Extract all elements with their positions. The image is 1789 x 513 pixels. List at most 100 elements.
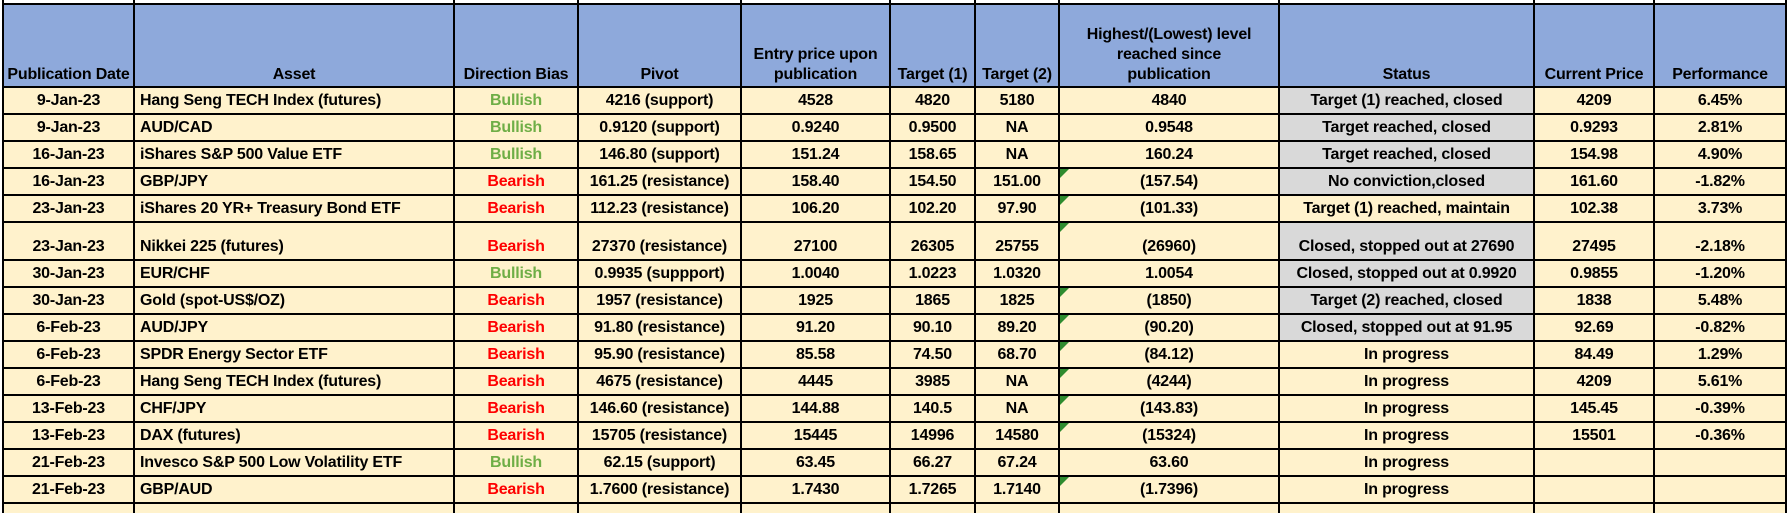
performance-cell[interactable]: 2.81% (1653, 113, 1787, 142)
publication-date-cell[interactable]: 21-Feb-23 (2, 475, 135, 504)
target2-cell[interactable]: NA (974, 394, 1060, 423)
target1-cell[interactable]: 26305 (889, 221, 976, 261)
column-header-entry-price[interactable]: Entry price upon publication (740, 3, 891, 88)
performance-cell[interactable]: 3.73% (1653, 194, 1787, 223)
column-header-target-1[interactable]: Target (1) (889, 3, 976, 88)
entry-price-cell[interactable]: 1.7430 (740, 475, 891, 504)
pivot-cell[interactable]: 95.90 (resistance) (577, 340, 742, 369)
status-cell[interactable]: In progress (1278, 340, 1535, 369)
entry-price-cell[interactable]: 63.45 (740, 448, 891, 477)
pivot-cell[interactable]: 146.60 (resistance) (577, 394, 742, 423)
entry-price-cell[interactable]: 151.24 (740, 140, 891, 169)
target2-cell[interactable]: 1.7140 (974, 475, 1060, 504)
asset-cell[interactable]: Hang Seng TECH Index (futures) (133, 86, 455, 115)
target1-cell[interactable]: 14996 (889, 421, 976, 450)
publication-date-cell[interactable]: 6-Feb-23 (2, 340, 135, 369)
current-price-cell[interactable]: 0.9855 (1533, 259, 1655, 288)
target1-cell[interactable]: 66.27 (889, 448, 976, 477)
pivot-cell[interactable]: 4675 (resistance) (577, 367, 742, 396)
direction-bias-cell[interactable]: Bearish (453, 221, 579, 261)
publication-date-cell[interactable]: 6-Feb-23 (2, 313, 135, 342)
direction-bias-cell[interactable]: Bearish (453, 167, 579, 196)
publication-date-cell[interactable]: 16-Jan-23 (2, 167, 135, 196)
asset-cell[interactable]: GBP/AUD (133, 475, 455, 504)
publication-date-cell[interactable]: 21-Feb-23 (2, 448, 135, 477)
target1-cell[interactable]: 1.0223 (889, 259, 976, 288)
target1-cell[interactable]: 154.50 (889, 167, 976, 196)
target1-cell[interactable]: 158.65 (889, 140, 976, 169)
asset-cell[interactable]: Invesco S&P 500 Low Volatility ETF (133, 448, 455, 477)
target2-cell[interactable]: 151.00 (974, 167, 1060, 196)
publication-date-cell[interactable]: 9-Jan-23 (2, 113, 135, 142)
status-cell[interactable]: In progress (1278, 475, 1535, 504)
pivot-cell[interactable]: 1.7600 (resistance) (577, 475, 742, 504)
extreme-level-cell[interactable]: 0.9548 (1058, 113, 1280, 142)
entry-price-cell[interactable]: 0.9240 (740, 113, 891, 142)
direction-bias-cell[interactable]: Bearish (453, 286, 579, 315)
entry-price-cell[interactable]: 1925 (740, 286, 891, 315)
target2-cell[interactable]: NA (974, 113, 1060, 142)
asset-cell[interactable]: AUD/CAD (133, 113, 455, 142)
column-header-status[interactable]: Status (1278, 3, 1535, 88)
asset-cell[interactable]: GBP/JPY (133, 167, 455, 196)
current-price-cell[interactable]: 1838 (1533, 286, 1655, 315)
target2-cell[interactable]: 89.20 (974, 313, 1060, 342)
column-header-performance[interactable]: Performance (1653, 3, 1787, 88)
direction-bias-cell[interactable]: Bullish (453, 259, 579, 288)
asset-cell[interactable]: Hang Seng TECH Index (futures) (133, 367, 455, 396)
extreme-level-cell[interactable]: 160.24 (1058, 140, 1280, 169)
publication-date-cell[interactable]: 13-Feb-23 (2, 394, 135, 423)
asset-cell[interactable]: iShares 20 YR+ Treasury Bond ETF (133, 194, 455, 223)
column-header-direction-bias[interactable]: Direction Bias (453, 3, 579, 88)
pivot-cell[interactable]: 91.80 (resistance) (577, 313, 742, 342)
direction-bias-cell[interactable]: Bearish (453, 421, 579, 450)
extreme-level-cell[interactable]: 1.0054 (1058, 259, 1280, 288)
publication-date-cell[interactable]: 30-Jan-23 (2, 286, 135, 315)
pivot-cell[interactable]: 112.23 (resistance) (577, 194, 742, 223)
asset-cell[interactable]: Nikkei 225 (futures) (133, 221, 455, 261)
column-header-asset[interactable]: Asset (133, 3, 455, 88)
extreme-level-cell[interactable]: (84.12) (1058, 340, 1280, 369)
current-price-cell[interactable]: 4209 (1533, 367, 1655, 396)
entry-price-cell[interactable]: 85.58 (740, 340, 891, 369)
performance-cell[interactable] (1653, 448, 1787, 477)
extreme-level-cell[interactable]: (90.20) (1058, 313, 1280, 342)
target2-cell[interactable]: 5180 (974, 86, 1060, 115)
performance-cell[interactable]: 4.90% (1653, 140, 1787, 169)
direction-bias-cell[interactable]: Bullish (453, 140, 579, 169)
performance-cell[interactable]: 5.48% (1653, 286, 1787, 315)
extreme-level-cell[interactable]: (15324) (1058, 421, 1280, 450)
status-cell[interactable]: Closed, stopped out at 27690 (1278, 221, 1535, 261)
target1-cell[interactable]: 74.50 (889, 340, 976, 369)
extreme-level-cell[interactable]: (26960) (1058, 221, 1280, 261)
entry-price-cell[interactable]: 106.20 (740, 194, 891, 223)
column-header-publication-date[interactable]: Publication Date (2, 3, 135, 88)
status-cell[interactable]: Closed, stopped out at 91.95 (1278, 313, 1535, 342)
asset-cell[interactable]: DAX (futures) (133, 421, 455, 450)
pivot-cell[interactable]: 146.80 (support) (577, 140, 742, 169)
status-cell[interactable]: Target (1) reached, maintain (1278, 194, 1535, 223)
target2-cell[interactable]: 1.0320 (974, 259, 1060, 288)
extreme-level-cell[interactable]: (157.54) (1058, 167, 1280, 196)
pivot-cell[interactable]: 1957 (resistance) (577, 286, 742, 315)
target2-cell[interactable]: 1825 (974, 286, 1060, 315)
entry-price-cell[interactable]: 15445 (740, 421, 891, 450)
target1-cell[interactable]: 1865 (889, 286, 976, 315)
publication-date-cell[interactable]: 30-Jan-23 (2, 259, 135, 288)
entry-price-cell[interactable]: 144.88 (740, 394, 891, 423)
column-header-extreme-level[interactable]: Highest/(Lowest) level reached since pub… (1058, 3, 1280, 88)
status-cell[interactable]: Target reached, closed (1278, 140, 1535, 169)
target1-cell[interactable]: 4820 (889, 86, 976, 115)
performance-cell[interactable]: -0.82% (1653, 313, 1787, 342)
performance-cell[interactable]: 6.45% (1653, 86, 1787, 115)
status-cell[interactable]: Target reached, closed (1278, 113, 1535, 142)
status-cell[interactable]: In progress (1278, 394, 1535, 423)
asset-cell[interactable]: CHF/JPY (133, 394, 455, 423)
performance-cell[interactable]: -1.20% (1653, 259, 1787, 288)
direction-bias-cell[interactable]: Bearish (453, 313, 579, 342)
extreme-level-cell[interactable]: 63.60 (1058, 448, 1280, 477)
current-price-cell[interactable]: 15501 (1533, 421, 1655, 450)
performance-cell[interactable]: 5.61% (1653, 367, 1787, 396)
current-price-cell[interactable]: 92.69 (1533, 313, 1655, 342)
performance-cell[interactable] (1653, 475, 1787, 504)
